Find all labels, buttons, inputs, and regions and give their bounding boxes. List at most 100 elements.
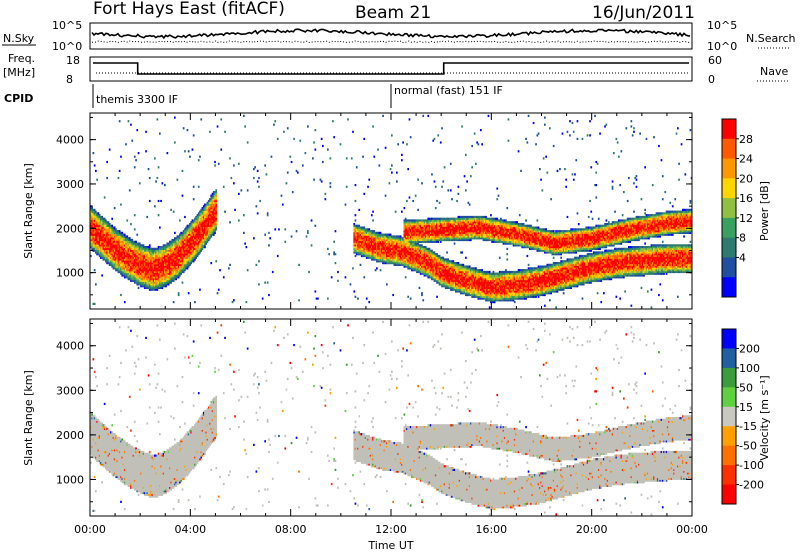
power-cell <box>315 149 317 151</box>
power-cell <box>93 152 95 154</box>
power-cell <box>311 244 313 246</box>
power-cell <box>451 198 453 200</box>
power-cell <box>243 115 245 117</box>
power-cell <box>253 237 255 239</box>
power-cell <box>308 271 310 273</box>
power-cell <box>332 120 334 122</box>
power-cell <box>465 154 467 156</box>
power-cell <box>199 156 201 158</box>
power-cell <box>277 138 279 140</box>
power-cell <box>386 283 388 285</box>
power-cell <box>298 299 300 301</box>
power-cell <box>254 166 256 168</box>
power-heatmap <box>90 115 692 309</box>
power-cell <box>391 164 393 166</box>
power-cell <box>441 186 443 188</box>
power-cell <box>224 131 226 133</box>
power-cell <box>247 141 249 143</box>
power-cell <box>158 200 160 202</box>
power-cell <box>159 133 161 135</box>
power-cell <box>437 134 439 136</box>
power-cell <box>219 269 221 271</box>
power-cell <box>283 131 285 133</box>
power-cell <box>371 214 373 216</box>
power-cell <box>417 179 419 181</box>
power-cell <box>120 294 122 296</box>
frequency-tick-top: 18 <box>66 54 80 67</box>
noise-tick-right-top: 10^5 <box>707 19 737 32</box>
power-cell <box>136 234 138 236</box>
power-cell <box>335 262 337 264</box>
power-cell <box>391 134 393 136</box>
power-cell <box>130 223 132 225</box>
power-cell <box>355 200 357 202</box>
power-cell <box>174 232 176 234</box>
power-cell <box>317 298 319 300</box>
power-cell <box>427 115 429 117</box>
power-cell <box>214 164 216 166</box>
noise-sky-label: N.Sky <box>3 32 35 45</box>
power-cell <box>306 235 308 237</box>
power-cell <box>138 152 140 154</box>
power-cell <box>284 228 286 230</box>
power-cell <box>178 292 180 294</box>
power-cell <box>431 173 433 175</box>
power-cell <box>458 193 460 195</box>
power-cell <box>174 117 176 119</box>
power-cell <box>218 289 220 291</box>
power-cell <box>372 125 374 127</box>
power-cell <box>187 129 189 131</box>
power-cell <box>217 125 219 127</box>
power-cell <box>435 186 437 188</box>
power-cell <box>124 301 126 303</box>
nave-label: Nave <box>760 65 788 78</box>
frequency-label-2: [MHz] <box>3 66 35 79</box>
power-cell <box>291 161 293 163</box>
power-cell <box>243 232 245 234</box>
power-cell <box>159 227 161 229</box>
power-cell <box>305 152 307 154</box>
power-cell <box>419 287 421 289</box>
station-title: Fort Hays East (fitACF) <box>93 0 285 19</box>
power-cell <box>170 209 172 211</box>
power-cell <box>345 276 347 278</box>
power-cell <box>409 196 411 198</box>
power-cell <box>382 115 384 117</box>
power-cell <box>149 200 151 202</box>
power-cell <box>138 287 140 289</box>
power-cell <box>130 124 132 126</box>
power-cell <box>233 164 235 166</box>
power-cell <box>465 189 467 191</box>
power-cell <box>158 166 160 168</box>
power-cell <box>119 170 121 172</box>
power-cell <box>362 156 364 158</box>
power-cell <box>101 274 103 276</box>
power-cell <box>273 124 275 126</box>
power-cell <box>401 159 403 161</box>
power-cell <box>434 180 436 182</box>
noise-sky-line <box>92 29 690 38</box>
power-cell <box>327 298 329 300</box>
power-cell <box>228 267 230 269</box>
cpid-label: CPID <box>4 92 33 105</box>
power-cell <box>396 180 398 182</box>
power-cell <box>188 292 190 294</box>
power-cell <box>340 143 342 145</box>
power-cell <box>167 152 169 154</box>
power-cell <box>238 163 240 165</box>
power-cell <box>315 225 317 227</box>
power-cell <box>435 207 437 209</box>
power-cell <box>271 156 273 158</box>
power-cell <box>148 168 150 170</box>
power-cell <box>154 157 156 159</box>
power-cell <box>322 161 324 163</box>
power-cell <box>118 177 120 179</box>
power-cell <box>258 186 260 188</box>
power-cell <box>307 125 309 127</box>
power-cell <box>331 276 333 278</box>
power-cell <box>292 191 294 193</box>
power-cell <box>258 177 260 179</box>
power-cell <box>95 283 97 285</box>
power-cell <box>293 138 295 140</box>
